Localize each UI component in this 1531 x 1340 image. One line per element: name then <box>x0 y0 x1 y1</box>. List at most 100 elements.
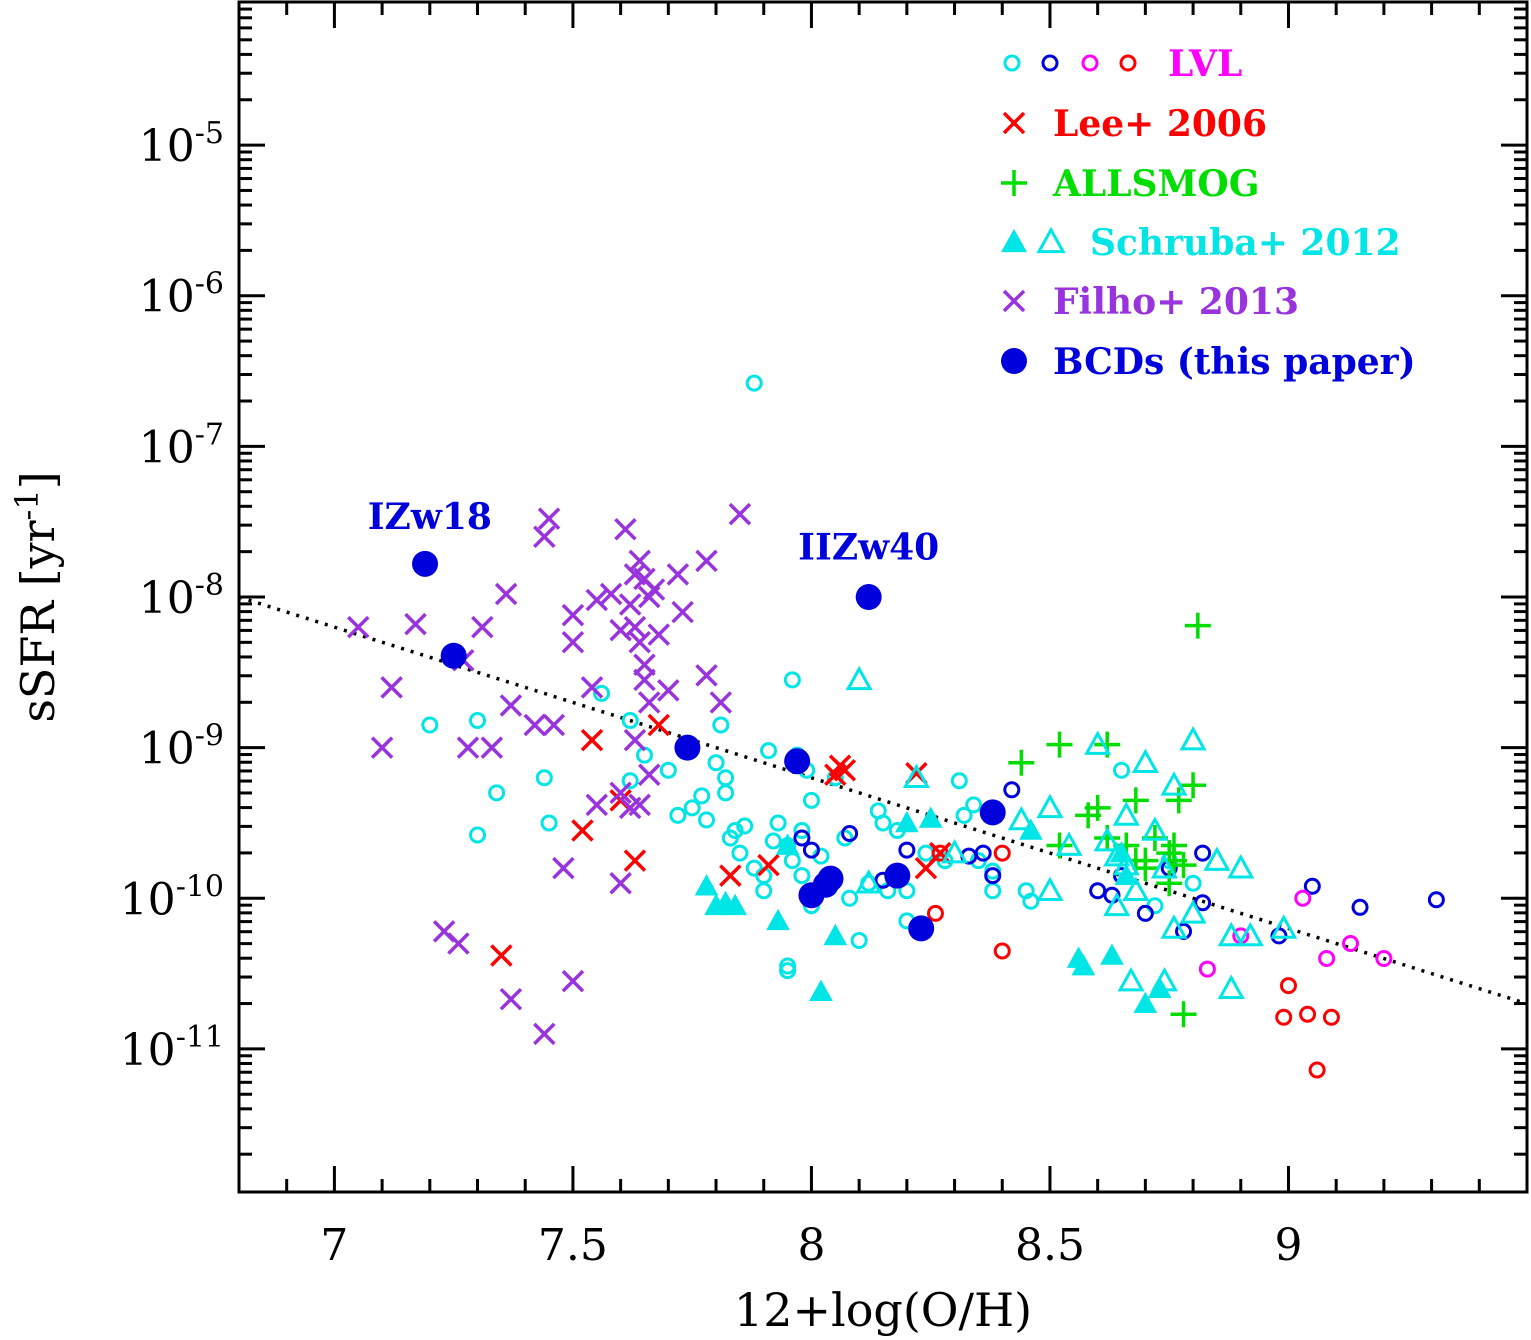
data-point <box>1184 874 1202 892</box>
data-point <box>623 728 647 752</box>
annotation-label: IZw18 <box>368 496 492 538</box>
data-point <box>1002 111 1026 135</box>
data-point <box>447 932 470 955</box>
data-point <box>523 713 547 737</box>
data-point <box>926 904 944 922</box>
legend-item: Schruba+ 2012 <box>1001 222 1401 264</box>
minor-ticks <box>237 2 1527 1192</box>
y-tick-exponent: -8 <box>195 568 224 603</box>
data-point <box>669 806 687 824</box>
data-point <box>855 584 882 610</box>
data-point <box>984 867 1002 885</box>
data-point <box>593 684 611 702</box>
data-point <box>766 908 790 931</box>
data-point <box>755 882 773 900</box>
data-point <box>1001 170 1027 196</box>
data-point <box>783 852 801 870</box>
data-point <box>1198 960 1216 978</box>
data-point <box>1150 854 1179 879</box>
data-point <box>695 664 718 687</box>
data-point <box>709 691 733 714</box>
data-point <box>697 811 715 829</box>
data-point <box>1007 805 1035 831</box>
data-point <box>817 865 844 892</box>
data-point <box>1071 954 1096 976</box>
data-point <box>1046 731 1073 758</box>
data-point <box>707 754 725 772</box>
data-point <box>745 374 763 392</box>
data-point <box>1055 831 1083 856</box>
data-point <box>695 549 718 573</box>
data-point <box>1001 228 1027 253</box>
data-point <box>1217 974 1245 999</box>
data-point <box>974 844 992 862</box>
data-point <box>1160 771 1188 796</box>
data-point <box>488 784 506 802</box>
data-point <box>1341 934 1359 952</box>
data-point <box>1089 882 1107 900</box>
data-point <box>1084 730 1112 755</box>
data-point <box>1113 761 1131 779</box>
y-tick-base: 10 <box>120 874 176 925</box>
data-point <box>1036 876 1064 902</box>
data-point <box>1322 1008 1340 1026</box>
y-tick-base: 10 <box>139 272 195 323</box>
data-point <box>1133 991 1158 1014</box>
y-tick-base: 10 <box>120 1025 176 1076</box>
data-point <box>561 969 585 993</box>
data-point <box>950 772 968 790</box>
data-point <box>1132 855 1159 882</box>
data-point <box>929 841 952 865</box>
data-point <box>580 676 604 699</box>
fit-line <box>238 595 1528 1006</box>
data-point <box>552 856 575 880</box>
legend-label: LVL <box>1168 43 1242 85</box>
y-tick-base: 10 <box>139 121 195 172</box>
y-tick-label: 10-10 <box>120 869 224 925</box>
data-point <box>440 642 467 669</box>
y-tick-label: 10-9 <box>139 719 224 775</box>
data-point <box>471 615 494 639</box>
data-point <box>1100 943 1124 965</box>
y-tick-base: 10 <box>139 422 195 473</box>
data-point <box>561 630 585 654</box>
data-point <box>802 841 820 859</box>
data-point <box>657 679 680 702</box>
data-point <box>884 862 911 889</box>
data-point <box>533 1022 556 1046</box>
data-point <box>874 814 892 832</box>
data-point <box>1308 1061 1326 1079</box>
data-point <box>638 763 661 786</box>
data-point <box>955 806 973 824</box>
y-tick-base: 10 <box>139 724 195 775</box>
annotations: IZw18 IIZw40 <box>368 496 940 568</box>
data-point <box>993 942 1011 960</box>
data-point <box>1170 1001 1197 1028</box>
data-point <box>1375 950 1393 968</box>
y-tick-exponent: -7 <box>195 417 224 452</box>
data-point <box>736 817 754 835</box>
legend-item: LVL <box>1003 43 1242 85</box>
y-tick-exponent: -6 <box>195 267 224 302</box>
y-tick-label: 10-11 <box>120 1020 224 1076</box>
data-point <box>580 728 604 752</box>
data-point <box>728 502 752 526</box>
data-point <box>1184 612 1211 639</box>
data-point <box>1112 801 1140 826</box>
y-tick-label: 10-8 <box>139 568 224 624</box>
data-point <box>731 844 749 862</box>
data-point <box>984 882 1002 900</box>
data-point <box>1119 54 1137 72</box>
data-point <box>540 814 558 832</box>
annotation-label: IIZw40 <box>798 526 939 568</box>
data-point <box>1146 897 1164 915</box>
data-point <box>1294 889 1312 907</box>
data-point <box>1081 54 1099 72</box>
data-point <box>1084 794 1111 821</box>
data-point <box>1279 977 1297 995</box>
x-tick-label: 7.5 <box>538 1220 608 1271</box>
data-point <box>784 748 811 775</box>
legend: LVL Lee+ 2006 ALLSMOG Schruba+ 2012 Filho+ 2… <box>1001 43 1416 383</box>
data-point <box>902 763 930 789</box>
y-axis-label: sSFR [yr-1] <box>8 471 65 722</box>
